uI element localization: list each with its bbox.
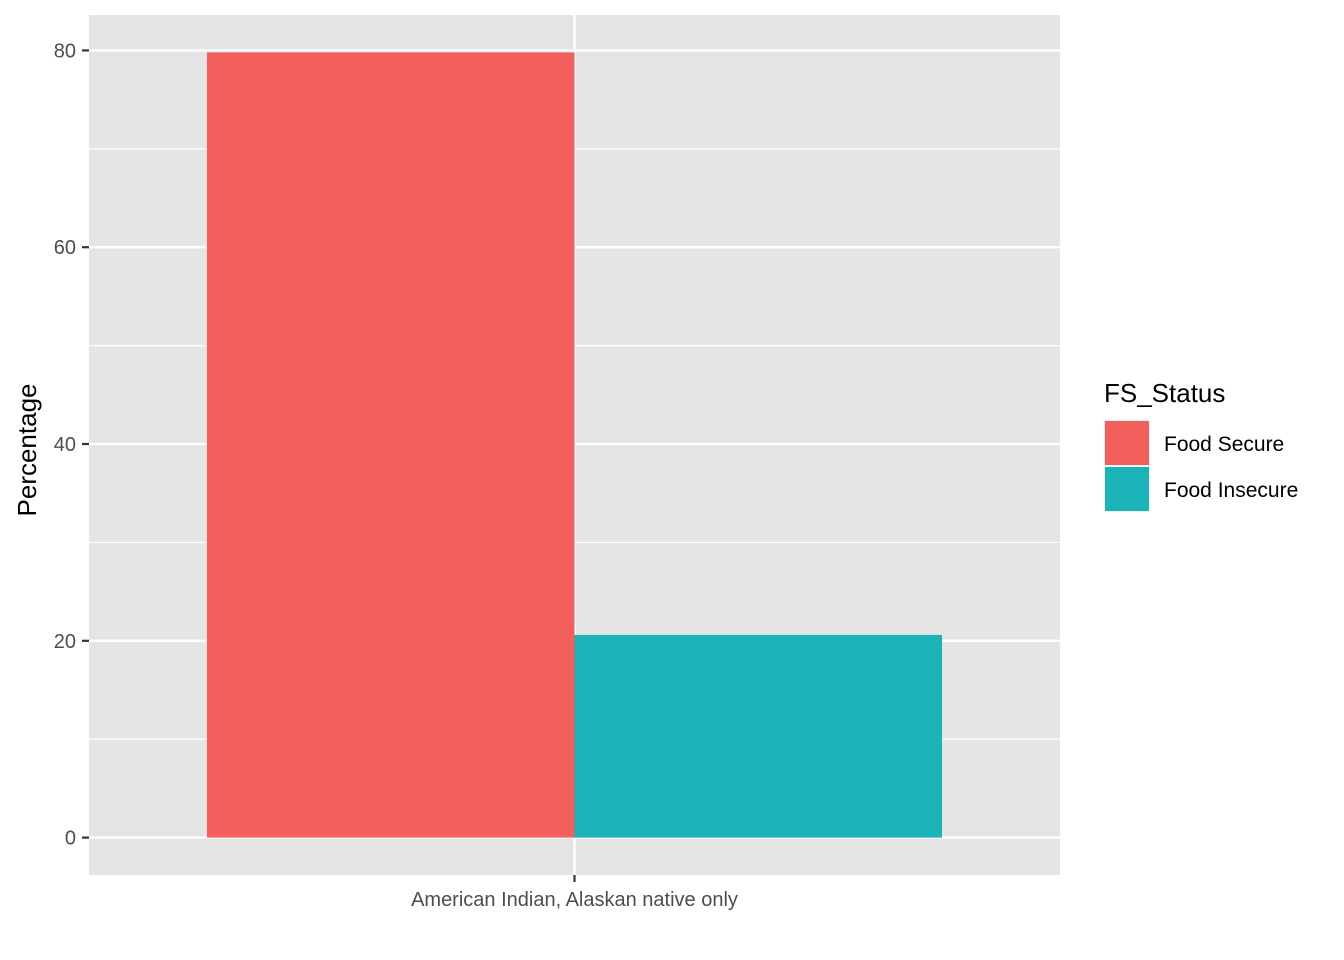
y-axis-title: Percentage	[12, 384, 42, 517]
bars	[206, 52, 943, 838]
legend-swatch	[1105, 421, 1149, 465]
legend-swatch	[1105, 467, 1149, 511]
y-axis: 0 20 40 60 80	[54, 40, 89, 850]
y-tick-label: 80	[54, 40, 76, 62]
y-tick-label: 20	[54, 631, 76, 653]
x-axis: American Indian, Alaskan native only	[411, 875, 738, 911]
bar-food-insecure	[574, 634, 943, 838]
legend-label: Food Secure	[1164, 433, 1284, 456]
y-tick-label: 0	[65, 828, 76, 850]
legend-title: FS_Status	[1104, 378, 1225, 408]
y-tick-label: 40	[54, 434, 76, 456]
x-tick-label: American Indian, Alaskan native only	[411, 889, 738, 911]
bar-food-secure	[206, 52, 575, 838]
y-tick-label: 60	[54, 237, 76, 259]
legend-label: Food Insecure	[1164, 479, 1298, 502]
legend: Food Secure Food Insecure	[1104, 420, 1298, 512]
